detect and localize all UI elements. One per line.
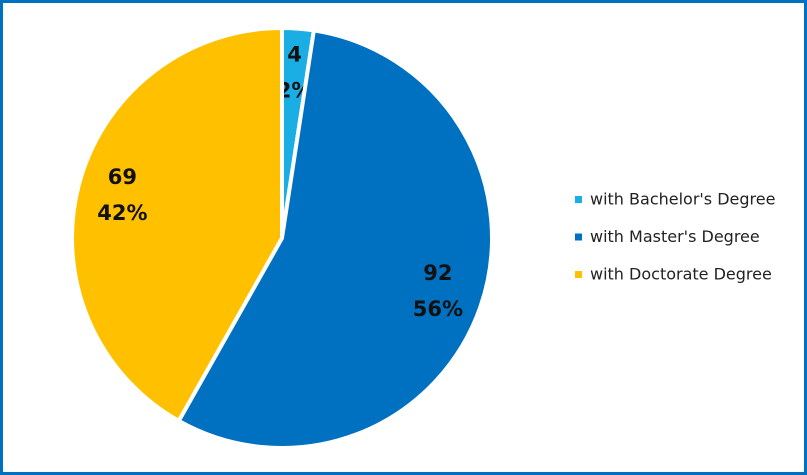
percent-label: 42% [97, 201, 147, 225]
legend-swatch [575, 233, 582, 241]
legend-label: with Bachelor's Degree [590, 190, 775, 209]
pie-slice [176, 28, 494, 450]
legend-swatch [575, 271, 582, 278]
value-label: 4 [287, 42, 302, 66]
legend-label: with Doctorate Degree [590, 265, 772, 284]
value-label: 69 [108, 165, 137, 189]
percent-label: 56% [413, 297, 463, 321]
value-label: 92 [423, 261, 452, 285]
legend-label: with Master's Degree [590, 227, 760, 246]
pie-slice [70, 25, 284, 424]
legend-swatch [575, 196, 582, 203]
